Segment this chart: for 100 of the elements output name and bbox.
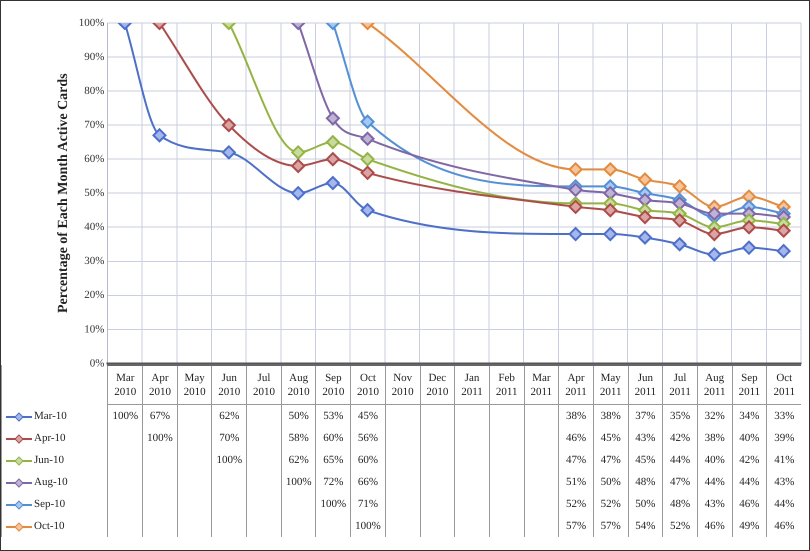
point <box>638 230 652 244</box>
y-tick-label: 30% <box>84 255 104 268</box>
point <box>638 210 652 224</box>
point <box>291 158 306 173</box>
data-label: 72% <box>316 471 351 494</box>
y-tick-label: 60% <box>84 153 104 166</box>
point <box>568 200 583 214</box>
data-label: 38% <box>558 404 594 428</box>
x-tick-label: Sep 2011 <box>732 365 767 405</box>
data-label: 62% <box>281 449 316 472</box>
x-tick-label: Nov 2010 <box>385 365 420 405</box>
y-tick-label: 40% <box>84 221 104 234</box>
legend-label: Sep-10 <box>2 493 108 516</box>
data-label: 65% <box>316 449 351 472</box>
point <box>360 203 375 218</box>
x-tick-label: Dec 2010 <box>420 365 455 405</box>
x-tick-label: Mar 2011 <box>524 365 559 405</box>
data-label: 38% <box>593 404 628 428</box>
data-label: 53% <box>316 404 351 428</box>
point <box>603 162 618 176</box>
data-label: 33% <box>766 404 802 428</box>
y-tick-label: 0% <box>90 357 104 370</box>
point <box>291 145 306 160</box>
x-tick-label: Sep 2010 <box>316 365 351 405</box>
data-label: 100% <box>142 427 178 450</box>
data-label: 52% <box>662 515 698 538</box>
y-tick-label: 100% <box>78 16 104 29</box>
legend-label: Mar-10 <box>2 404 108 428</box>
data-label: 49% <box>732 515 767 538</box>
data-label: 70% <box>212 427 247 450</box>
y-tick-label: 90% <box>84 50 104 63</box>
x-tick-label: Apr 2011 <box>558 365 594 405</box>
point <box>603 186 618 200</box>
data-label: 100% <box>316 493 351 516</box>
data-label: 44% <box>766 493 802 516</box>
point <box>672 213 687 228</box>
data-label: 41% <box>766 449 802 472</box>
point <box>360 132 375 146</box>
point <box>222 145 236 160</box>
legend-label: Jun-10 <box>2 449 108 472</box>
data-label: 39% <box>766 427 802 450</box>
x-tick-label: Mar 2010 <box>108 365 143 405</box>
data-label: 60% <box>350 449 386 472</box>
point <box>568 162 583 176</box>
point <box>291 186 306 200</box>
data-label: 71% <box>350 493 386 516</box>
data-label: 46% <box>558 427 594 450</box>
data-label: 46% <box>732 493 767 516</box>
point <box>776 244 791 258</box>
legend-label: Oct-10 <box>2 515 108 538</box>
data-label: 34% <box>732 404 767 428</box>
y-tick-label: 10% <box>84 323 104 336</box>
point <box>672 179 687 194</box>
point <box>152 128 166 142</box>
data-label: 32% <box>697 404 732 428</box>
data-label: 52% <box>593 493 628 516</box>
point <box>568 182 583 197</box>
point <box>672 196 687 210</box>
data-label: 50% <box>593 471 628 494</box>
x-tick-label: Jun 2011 <box>628 365 663 405</box>
point <box>360 166 375 180</box>
point <box>776 224 791 238</box>
data-label: 44% <box>662 449 698 472</box>
data-label: 35% <box>662 404 698 428</box>
data-label: 40% <box>732 427 767 450</box>
data-label: 40% <box>697 449 732 472</box>
data-label: 58% <box>281 427 316 450</box>
legend-label: Aug-10 <box>2 471 108 494</box>
data-label: 48% <box>628 471 663 494</box>
x-tick-label: May 2010 <box>177 365 212 405</box>
x-tick-label: Jan 2011 <box>454 365 490 405</box>
data-label: 47% <box>662 471 698 494</box>
data-label: 66% <box>350 471 386 494</box>
point <box>707 227 722 242</box>
data-label: 47% <box>558 449 594 472</box>
data-label: 57% <box>593 515 628 538</box>
point <box>222 118 236 132</box>
point <box>603 203 618 218</box>
y-tick-label: 80% <box>84 84 104 97</box>
point <box>603 227 618 242</box>
data-label: 100% <box>212 449 247 472</box>
data-label: 52% <box>558 493 594 516</box>
data-label: 43% <box>628 427 663 450</box>
point <box>742 220 756 234</box>
data-label: 44% <box>732 471 767 494</box>
point <box>638 172 652 187</box>
data-label: 54% <box>628 515 663 538</box>
point <box>326 152 340 166</box>
data-label: 56% <box>350 427 386 450</box>
y-tick-label: 70% <box>84 119 104 132</box>
data-label: 67% <box>142 404 178 428</box>
data-label: 50% <box>628 493 663 516</box>
y-tick-label: 20% <box>84 289 104 302</box>
x-tick-label: Feb 2011 <box>489 365 524 405</box>
data-label: 57% <box>558 515 594 538</box>
data-label: 46% <box>766 515 802 538</box>
x-tick-label: May 2011 <box>593 365 628 405</box>
data-label: 50% <box>281 404 316 428</box>
x-tick-label: Jul 2011 <box>662 365 698 405</box>
x-tick-label: Oct 2011 <box>766 365 802 405</box>
